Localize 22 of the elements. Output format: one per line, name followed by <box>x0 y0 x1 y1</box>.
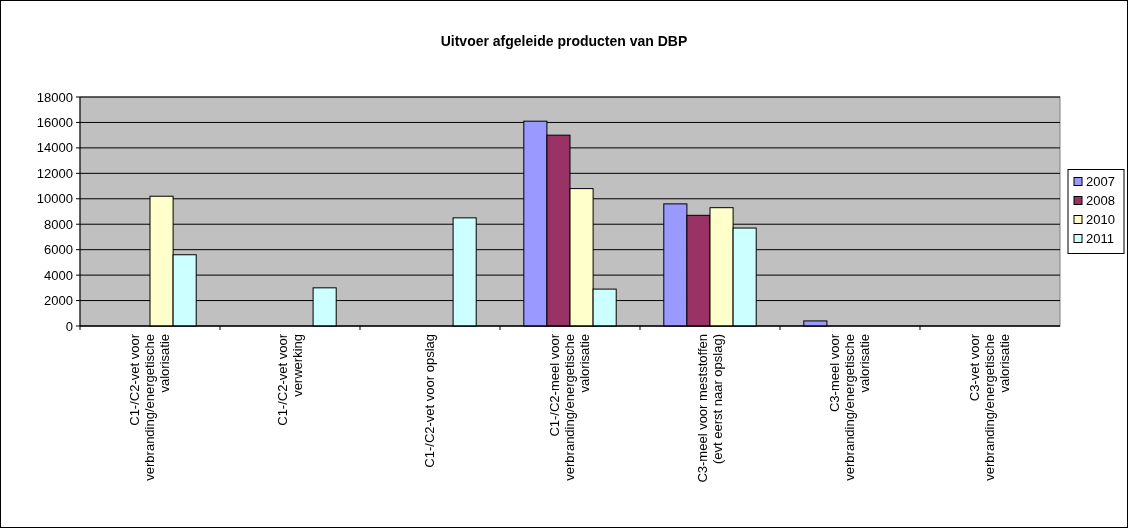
y-tick-label: 16000 <box>36 114 73 130</box>
x-tick-label: C3-meel voor verbranding/energetische valorisatie <box>827 333 872 481</box>
y-tick-label: 4000 <box>44 267 73 283</box>
legend-label: 2010 <box>1086 212 1115 228</box>
x-tick-label: C3-vet voor verbranding/energetische valorisatie <box>967 333 1012 481</box>
y-tick-label: 12000 <box>36 165 73 181</box>
chart-title: Uitvoer afgeleide producten van DBP <box>440 33 688 49</box>
y-tick-label: 2000 <box>44 293 73 309</box>
y-tick-label: 10000 <box>36 191 73 207</box>
x-tick-label: C1-/C2-meel voor verbranding/energetische valorisatie <box>547 333 592 481</box>
x-tick-label: C3-meel voor meststoffen (evt eerst naar opslag) <box>694 334 725 483</box>
y-tick-label: 6000 <box>44 242 73 258</box>
y-tick-label: 8000 <box>44 216 73 232</box>
x-tick-label: C1-/C2-vet voor verwerking <box>274 333 305 426</box>
y-tick-label: 14000 <box>36 140 73 156</box>
y-tick-label: 18000 <box>36 89 73 105</box>
x-tick-label: C1-/C2-vet voor opslag <box>422 334 437 468</box>
legend-label: 2008 <box>1086 193 1115 209</box>
legend-label: 2007 <box>1086 174 1115 190</box>
legend-label: 2011 <box>1086 231 1114 247</box>
x-tick-label: C1-/C2-vet voor verbranding/energetische valorisatie <box>127 333 172 481</box>
y-tick-label: 0 <box>65 318 73 334</box>
